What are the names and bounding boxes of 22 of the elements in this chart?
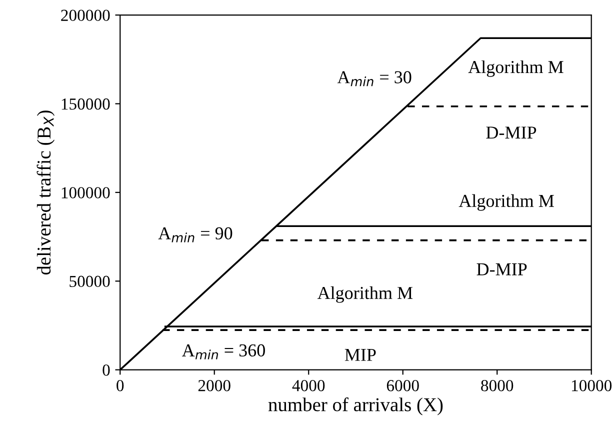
x-tick-label: 2000 [198,380,230,392]
annotation: A$_{min}$ = 90 [158,227,232,242]
y-tick-label: 50000 [70,276,110,288]
y-axis-title: delivered traffic (B$_{X}$) [36,110,55,275]
series-label: Algorithm M [317,286,413,303]
series-label: D-MIP [476,263,527,276]
series-label: Algorithm M [468,60,564,77]
x-tick-label: 6000 [386,380,419,392]
x-tick-label: 4000 [292,380,325,392]
x-axis-title: number of arrivals (X) [268,397,443,416]
series-label: Algorithm M [458,194,554,211]
y-tick-label: 0 [102,364,110,376]
x-tick-label: 0 [116,380,124,392]
y-tick-label: 150000 [62,98,110,110]
series-label: D-MIP [486,126,536,139]
annotation: A$_{min}$ = 360 [182,344,265,360]
x-tick-label: 8000 [481,380,514,392]
y-tick-label: 200000 [61,10,110,21]
annotation: A$_{min}$ = 30 [337,71,412,86]
series-label: MIP [344,348,376,361]
x-tick-label: 10000 [572,380,612,392]
y-tick-label: 100000 [62,187,110,198]
